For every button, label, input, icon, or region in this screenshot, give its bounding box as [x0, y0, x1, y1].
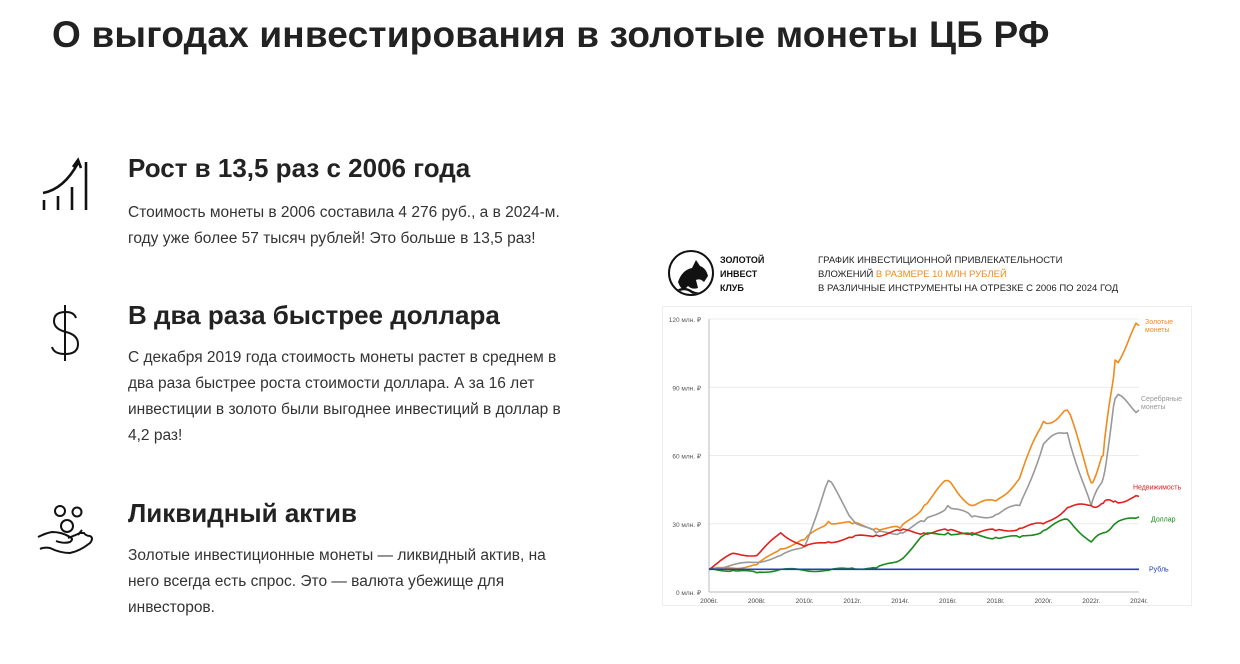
legend-label: Недвижимость: [1133, 485, 1182, 492]
description-line: С декабря 2019 года стоимость монеты рас…: [128, 349, 557, 366]
y-tick-label: 120 млн. ₽: [669, 316, 702, 324]
x-tick-label: 2020г.: [1035, 598, 1053, 605]
coins-in-hand-icon: [30, 495, 102, 567]
club-logo-text: ЗОЛОТОЙ ИНВЕСТ КЛУБ: [720, 253, 764, 295]
caption-line: В РАЗЛИЧНЫЕ ИНСТРУМЕНТЫ НА ОТРЕЗКЕ С 200…: [818, 283, 1119, 294]
caption-line: ВЛОЖЕНИЙ В РАЗМЕРЕ 10 МЛН РУБЛЕЙ: [818, 268, 1118, 282]
growth-chart-icon: [30, 150, 102, 222]
caption-line: ГРАФИК ИНВЕСТИЦИОННОЙ ПРИВЛЕКАТЕЛЬНОСТИ: [818, 255, 1063, 266]
line-chart: 0 млн. ₽ 30 млн. ₽ 60 млн. ₽ 90 млн. ₽ 120 м…: [669, 316, 1182, 605]
x-tick-label: 2008г.: [748, 598, 766, 605]
x-tick-label: 2012г.: [843, 598, 861, 605]
y-tick-label: 30 млн. ₽: [672, 521, 701, 529]
y-tick-label: 90 млн. ₽: [672, 384, 701, 392]
y-tick-label: 0 млн. ₽: [676, 589, 702, 597]
feature-title: Рост в 13,5 раз с 2006 года: [128, 153, 471, 183]
description-line: него всегда есть спрос. Это — валюта убе…: [128, 573, 505, 590]
investment-chart-card: ЗОЛОТОЙ ИНВЕСТ КЛУБ ГРАФИК ИНВЕСТИЦИОННО…: [662, 244, 1192, 606]
description-line: 4,2 раз!: [128, 427, 183, 444]
series-line: [708, 322, 1140, 571]
feature-description: Золотые инвестиционные монеты — ликвидны…: [128, 543, 588, 621]
chart-caption: ГРАФИК ИНВЕСТИЦИОННОЙ ПРИВЛЕКАТЕЛЬНОСТИ …: [818, 254, 1118, 296]
feature-growth: Рост в 13,5 раз с 2006 года Стоимость мо…: [30, 150, 590, 250]
description-line: Золотые инвестиционные монеты — ликвидны…: [128, 547, 546, 564]
logo-line: КЛУБ: [720, 283, 744, 293]
x-tick-label: 2018г.: [987, 598, 1005, 605]
feature-liquid: Ликвидный актив Золотые инвестиционные м…: [30, 495, 590, 625]
series-line: [708, 393, 1140, 571]
legend-label: Рубль: [1149, 566, 1169, 574]
x-tick-label: 2014г.: [891, 598, 909, 605]
description-line: Стоимость монеты в 2006 составила 4 276 …: [128, 204, 560, 221]
page-title: О выгодах инвестирования в золотые монет…: [52, 14, 1050, 55]
feature-description: Стоимость монеты в 2006 составила 4 276 …: [128, 200, 588, 252]
club-logo-icon: [668, 250, 714, 296]
feature-title: В два раза быстрее доллара: [128, 300, 500, 330]
caption-accent: В РАЗМЕРЕ 10 МЛН РУБЛЕЙ: [875, 269, 1007, 280]
feature-description: С декабря 2019 года стоимость монеты рас…: [128, 345, 588, 449]
x-tick-label: 2022г.: [1082, 598, 1100, 605]
x-tick-label: 2010г.: [796, 598, 814, 605]
feature-dollar: В два раза быстрее доллара С декабря 201…: [30, 297, 590, 447]
logo-line: ИНВЕСТ: [720, 269, 758, 279]
legend-label: Золотые: [1145, 319, 1173, 326]
description-line: инвестиции в золото были выгоднее инвест…: [128, 401, 561, 418]
description-line: инвесторов.: [128, 599, 215, 616]
legend-label: Серебряные: [1141, 395, 1182, 403]
logo-line: ЗОЛОТОЙ: [720, 255, 765, 265]
y-tick-label: 60 млн. ₽: [672, 453, 701, 461]
legend-label: Доллар: [1151, 516, 1176, 523]
series-line: [708, 494, 1140, 570]
legend-label: монеты: [1145, 327, 1169, 334]
dollar-icon: [30, 297, 102, 369]
legend-label: монеты: [1141, 404, 1165, 411]
x-tick-label: 2006г.: [700, 598, 718, 605]
description-line: два раза быстрее роста стоимости доллара…: [128, 375, 535, 392]
description-line: году уже более 57 тысяч рублей! Это боль…: [128, 230, 536, 247]
x-tick-label: 2016г.: [939, 598, 957, 605]
caption-prefix: ВЛОЖЕНИЙ: [818, 269, 876, 280]
series-line: [708, 516, 1140, 574]
chart-plot-area: 0 млн. ₽ 30 млн. ₽ 60 млн. ₽ 90 млн. ₽ 120 м…: [662, 306, 1192, 606]
feature-title: Ликвидный актив: [128, 498, 357, 528]
chart-header: ЗОЛОТОЙ ИНВЕСТ КЛУБ ГРАФИК ИНВЕСТИЦИОННО…: [662, 244, 1192, 304]
x-tick-label: 2024г.: [1130, 598, 1148, 605]
